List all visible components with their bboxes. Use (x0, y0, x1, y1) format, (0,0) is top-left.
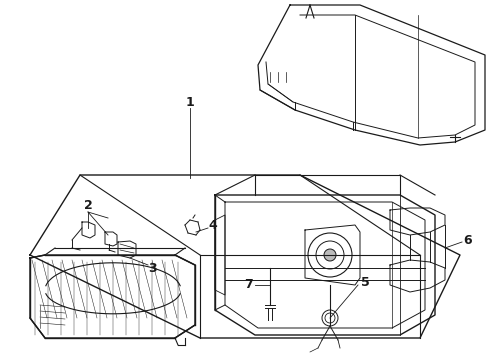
Text: 4: 4 (209, 219, 218, 231)
Text: 3: 3 (147, 261, 156, 274)
Text: 5: 5 (361, 275, 369, 288)
Text: 1: 1 (186, 95, 195, 108)
Text: 7: 7 (244, 279, 252, 292)
Circle shape (324, 249, 336, 261)
Text: 6: 6 (464, 234, 472, 247)
Text: 2: 2 (84, 198, 93, 212)
